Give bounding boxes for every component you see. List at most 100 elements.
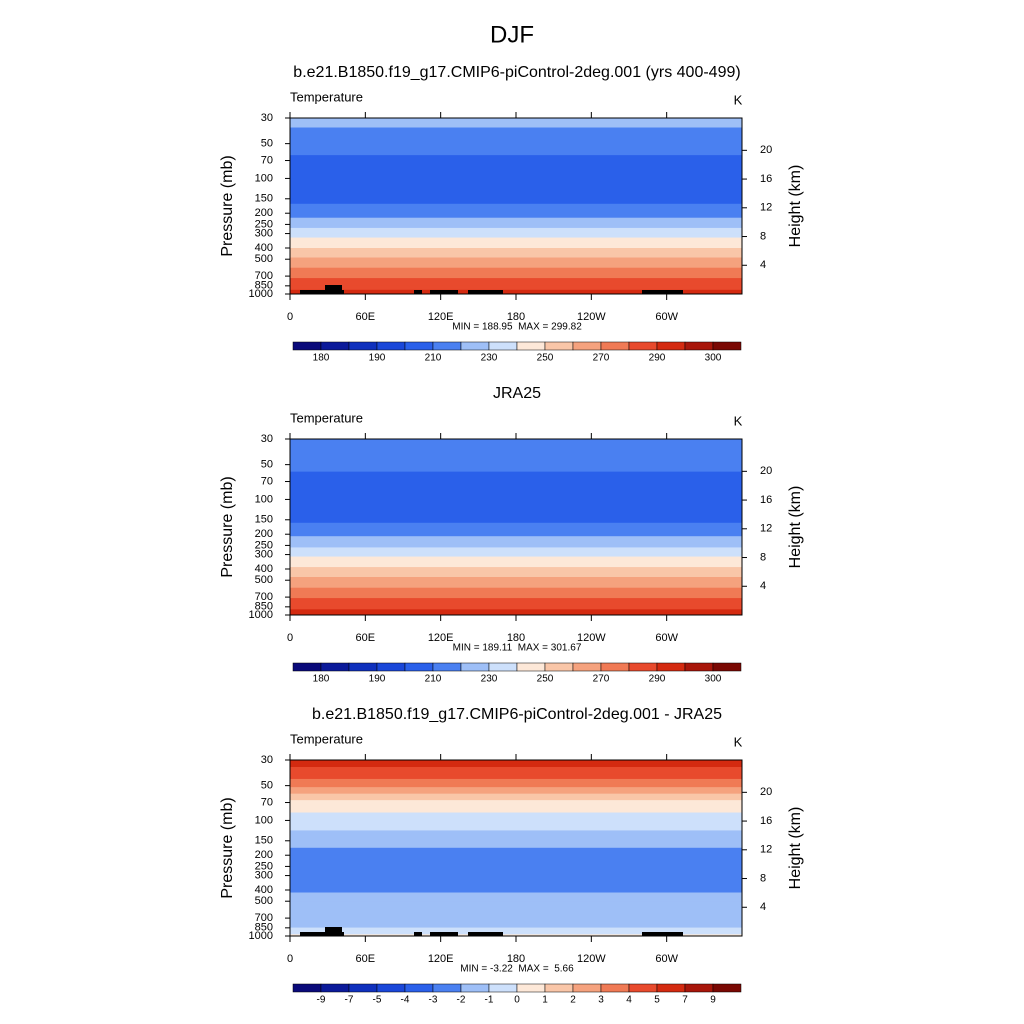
- y-axis-label: Pressure (mb): [219, 476, 236, 577]
- colorbar-box: [432, 341, 462, 351]
- contour-band: [290, 847, 742, 856]
- x-tick-label: 0: [287, 953, 293, 965]
- colorbar-box: [656, 983, 686, 993]
- colorbar-label: 180: [313, 353, 330, 364]
- contour-band: [290, 248, 742, 259]
- contour-band: [290, 464, 742, 473]
- y2-axis-label: Height (km): [787, 807, 804, 890]
- contour-band: [290, 767, 742, 775]
- y2-tick-label: 8: [760, 872, 766, 884]
- colorbar-box: [488, 662, 518, 672]
- topography-block: [300, 932, 344, 936]
- topography-block: [325, 285, 342, 291]
- y-tick-label: 850: [255, 601, 273, 613]
- colorbar-label: 190: [369, 353, 386, 364]
- contour-band: [290, 606, 742, 610]
- topography-block: [430, 932, 458, 936]
- colorbar-box: [516, 662, 546, 672]
- y-tick-label: 700: [255, 912, 273, 924]
- colorbar-label: 1: [542, 995, 548, 1006]
- contour-band: [290, 127, 742, 133]
- contour-band: [290, 927, 742, 935]
- y-tick-label: 50: [261, 459, 273, 471]
- x-tick-label: 120E: [428, 311, 454, 323]
- contour-band: [290, 118, 742, 128]
- left-label: Temperature: [290, 731, 363, 746]
- colorbar-box: [488, 983, 518, 993]
- y2-tick-label: 16: [760, 173, 772, 185]
- y2-tick-label: 4: [760, 901, 766, 913]
- colorbar-box: [376, 662, 406, 672]
- y-tick-label: 700: [255, 270, 273, 282]
- contour-band: [290, 785, 742, 788]
- x-tick-label: 180: [507, 311, 525, 323]
- contour-band: [290, 217, 742, 225]
- contour-band: [290, 522, 742, 535]
- contour-band: [290, 598, 742, 608]
- topography-block: [414, 290, 422, 294]
- colorbar-label: 290: [649, 353, 666, 364]
- colorbar-box: [572, 983, 602, 993]
- contour-band: [290, 285, 742, 291]
- colorbar-box: [404, 983, 434, 993]
- colorbar-box: [404, 662, 434, 672]
- topography-block: [300, 290, 344, 294]
- y-tick-label: 250: [255, 539, 273, 551]
- contour-band: [290, 198, 742, 205]
- y-tick-label: 300: [255, 548, 273, 560]
- left-label: Temperature: [290, 410, 363, 425]
- colorbar-box: [292, 983, 322, 993]
- contour-band: [290, 577, 742, 581]
- min-max: MIN = 188.95 MAX = 299.82: [452, 322, 582, 333]
- y-tick-label: 400: [255, 242, 273, 254]
- contour-band: [290, 587, 742, 598]
- contour-band: [290, 278, 742, 287]
- y-tick-label: 1000: [249, 609, 273, 621]
- y-tick-label: 500: [255, 253, 273, 265]
- contour-band: [290, 536, 742, 546]
- y-tick-label: 100: [255, 814, 273, 826]
- y-tick-label: 500: [255, 574, 273, 586]
- colorbar-box: [348, 341, 378, 351]
- contour-band: [290, 143, 742, 156]
- topography-block: [468, 290, 503, 294]
- y-tick-label: 400: [255, 563, 273, 575]
- colorbar-box: [656, 662, 686, 672]
- x-tick-label: 120W: [577, 632, 606, 644]
- topography: [300, 927, 683, 936]
- contour-band: [290, 774, 742, 780]
- contour-band: [290, 793, 742, 801]
- contour-band: [290, 901, 742, 919]
- y-tick-label: 400: [255, 884, 273, 896]
- contour-band: [290, 830, 742, 842]
- figure-title: DJF: [490, 21, 534, 48]
- y2-axis-label: Height (km): [787, 486, 804, 569]
- contour-band: [290, 203, 742, 214]
- colorbar-box: [600, 341, 630, 351]
- contour-band: [290, 554, 742, 558]
- min-max: MIN = -3.22 MAX = 5.66: [460, 964, 574, 975]
- colorbar-box: [712, 662, 742, 672]
- contour-band: [290, 597, 742, 599]
- y-tick-label: 30: [261, 112, 273, 124]
- contour-band: [290, 267, 742, 277]
- y-tick-label: 150: [255, 514, 273, 526]
- y2-tick-label: 8: [760, 230, 766, 242]
- contour-band: [290, 892, 742, 902]
- right-label: K: [734, 413, 743, 428]
- colorbar-label: 2: [570, 995, 576, 1006]
- colorbar-label: -5: [373, 995, 382, 1006]
- y2-tick-label: 20: [760, 465, 772, 477]
- topography: [300, 285, 683, 294]
- panel-title: b.e21.B1850.f19_g17.CMIP6-piControl-2deg…: [312, 706, 722, 723]
- colorbar-box: [320, 983, 350, 993]
- colorbar-label: 230: [481, 674, 498, 685]
- y2-axis-label: Height (km): [787, 165, 804, 248]
- y-tick-label: 500: [255, 895, 273, 907]
- colorbar-box: [684, 341, 714, 351]
- colorbar-box: [600, 662, 630, 672]
- colorbar-box: [544, 983, 574, 993]
- colorbar-box: [460, 662, 490, 672]
- colorbar-box: [404, 341, 434, 351]
- contour-band: [290, 812, 742, 821]
